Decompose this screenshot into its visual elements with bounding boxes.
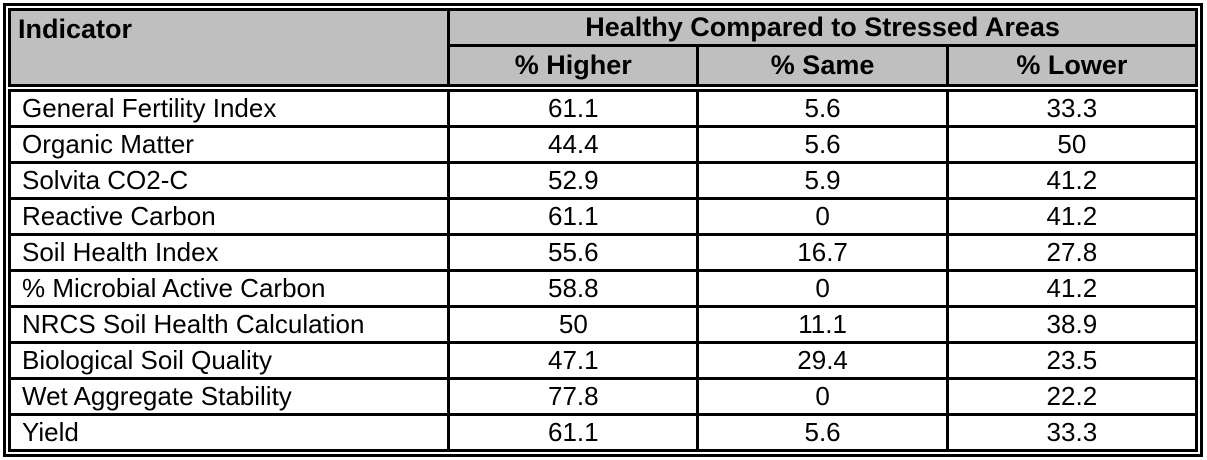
table-row: % Microbial Active Carbon 58.8 0 41.2 (7, 269, 1199, 309)
indicator-cell: Organic Matter (7, 125, 451, 165)
pct-lower-cell: 22.2 (945, 377, 1199, 416)
pct-same-column-header: % Same (696, 44, 949, 92)
header-row-subcolumns: % Higher % Same % Lower (10, 44, 1199, 92)
pct-higher-cell: 47.1 (447, 341, 700, 381)
indicator-cell: Solvita CO2-C (7, 161, 451, 201)
pct-lower-cell: 38.9 (945, 305, 1199, 345)
pct-lower-cell: 41.2 (945, 269, 1199, 309)
pct-same-cell: 5.6 (696, 125, 949, 165)
pct-same-cell: 5.6 (696, 86, 949, 129)
pct-higher-column-header: % Higher (447, 44, 700, 92)
pct-lower-cell: 33.3 (945, 413, 1199, 452)
table-row: Wet Aggregate Stability 77.8 0 22.2 (7, 377, 1199, 416)
pct-same-cell: 0 (696, 197, 949, 237)
pct-higher-cell: 77.8 (447, 377, 700, 416)
pct-lower-cell: 33.3 (945, 86, 1199, 129)
table-row: Reactive Carbon 61.1 0 41.2 (7, 197, 1199, 237)
table-row: Soil Health Index 55.6 16.7 27.8 (7, 233, 1199, 273)
pct-same-cell: 0 (696, 377, 949, 416)
table-header: Indicator Healthy Compared to Stressed A… (7, 8, 1199, 92)
pct-higher-cell: 44.4 (447, 125, 700, 165)
indicator-cell: Soil Health Index (7, 233, 451, 273)
indicator-cell: NRCS Soil Health Calculation (7, 305, 451, 345)
indicator-cell: Wet Aggregate Stability (7, 377, 451, 416)
pct-same-cell: 29.4 (696, 341, 949, 381)
pct-lower-cell: 27.8 (945, 233, 1199, 273)
table-row: Biological Soil Quality 47.1 29.4 23.5 (7, 341, 1199, 381)
soil-health-indicators-table: Indicator Healthy Compared to Stressed A… (7, 8, 1199, 452)
header-row-group: Indicator Healthy Compared to Stressed A… (7, 8, 1198, 92)
pct-same-cell: 5.6 (696, 413, 949, 452)
pct-lower-cell: 50 (945, 125, 1199, 165)
table-row: Solvita CO2-C 52.9 5.9 41.2 (7, 161, 1199, 201)
pct-lower-cell: 23.5 (945, 341, 1199, 381)
pct-lower-column-header: % Lower (945, 44, 1199, 92)
indicator-cell: % Microbial Active Carbon (7, 269, 451, 309)
pct-same-cell: 11.1 (696, 305, 949, 345)
pct-same-cell: 5.9 (696, 161, 949, 201)
table-row: Organic Matter 44.4 5.6 50 (7, 125, 1199, 165)
pct-lower-cell: 41.2 (945, 161, 1199, 201)
pct-same-cell: 16.7 (696, 233, 949, 273)
indicator-cell: General Fertility Index (7, 86, 451, 129)
indicator-cell: Yield (7, 413, 451, 452)
indicator-cell: Biological Soil Quality (7, 341, 451, 381)
pct-higher-cell: 61.1 (447, 413, 700, 452)
table-row: General Fertility Index 61.1 5.6 33.3 (7, 86, 1199, 129)
table-row: NRCS Soil Health Calculation 50 11.1 38.… (7, 305, 1199, 345)
table-body: General Fertility Index 61.1 5.6 33.3 Or… (7, 86, 1199, 452)
group-column-header: Healthy Compared to Stressed Areas (447, 8, 1198, 47)
pct-higher-cell: 61.1 (447, 197, 700, 237)
indicator-cell: Reactive Carbon (7, 197, 451, 237)
pct-lower-cell: 41.2 (945, 197, 1199, 237)
pct-same-cell: 0 (696, 269, 949, 309)
indicator-column-header: Indicator (7, 8, 451, 92)
pct-higher-cell: 58.8 (447, 269, 700, 309)
pct-higher-cell: 50 (447, 305, 700, 345)
pct-higher-cell: 61.1 (447, 86, 700, 129)
table-outer-frame: Indicator Healthy Compared to Stressed A… (3, 3, 1203, 457)
table-row: Yield 61.1 5.6 33.3 (7, 413, 1199, 452)
pct-higher-cell: 52.9 (447, 161, 700, 201)
pct-higher-cell: 55.6 (447, 233, 700, 273)
